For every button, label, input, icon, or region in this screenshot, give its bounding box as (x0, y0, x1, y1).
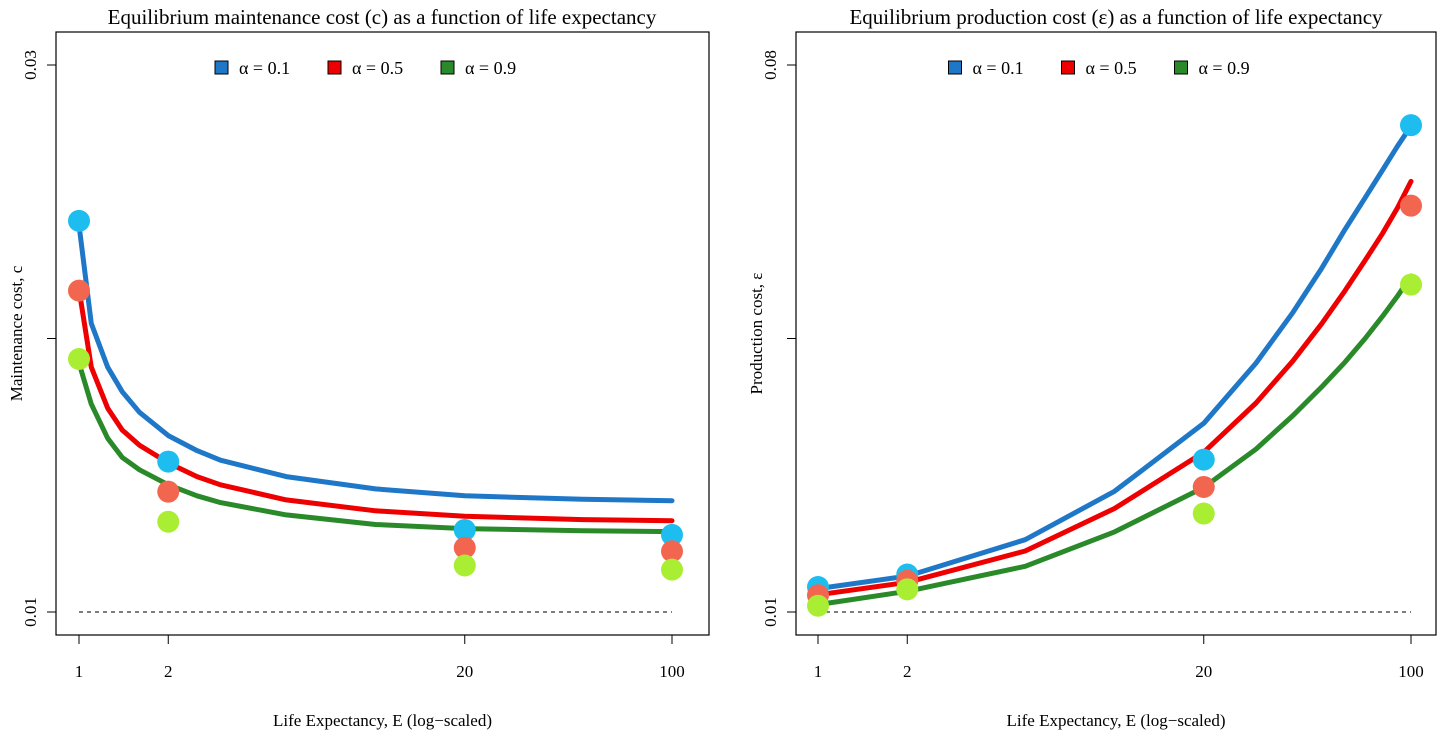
data-point-series-3 (157, 510, 180, 533)
data-point-series-2 (1192, 475, 1215, 498)
production-cost-panel: Equilibrium production cost (ε) as a fun… (747, 5, 1437, 730)
y-tick-label: 0.01 (761, 597, 780, 627)
legend-label: α = 0.9 (465, 58, 516, 78)
legend-swatch (1061, 60, 1075, 75)
x-tick-label: 20 (1195, 662, 1212, 681)
legend-swatch (948, 60, 962, 75)
data-point-series-1 (661, 523, 683, 546)
data-point-series-1 (157, 450, 180, 473)
data-point-series-3 (68, 348, 90, 371)
y-tick-label: 0.08 (761, 50, 780, 80)
data-point-series-1 (1192, 448, 1215, 471)
x-tick-label: 100 (1398, 662, 1424, 681)
data-point-series-3 (1400, 273, 1422, 296)
x-tick-label: 1 (75, 662, 84, 681)
data-point-series-3 (896, 578, 919, 601)
y-tick-label: 0.03 (21, 50, 40, 80)
legend-label: α = 0.1 (973, 58, 1024, 78)
legend-label: α = 0.5 (1086, 58, 1137, 78)
legend-label: α = 0.5 (352, 58, 403, 78)
series-line-3 (76, 360, 675, 535)
data-point-series-2 (453, 536, 476, 559)
data-point-series-2 (68, 279, 90, 302)
legend-swatch (1174, 60, 1188, 75)
x-tick-label: 1 (814, 662, 823, 681)
legend-swatch (214, 60, 229, 75)
data-point-series-3 (1192, 502, 1215, 525)
x-tick-label: 2 (164, 662, 173, 681)
chart-title: Equilibrium maintenance cost (c) as a fu… (108, 5, 657, 29)
x-axis-label: Life Expectancy, E (log−scaled) (1007, 711, 1226, 730)
data-point-series-3 (661, 558, 683, 581)
y-axis-label: Maintenance cost, c (7, 265, 26, 401)
data-point-series-1 (453, 518, 476, 541)
maintenance-cost-panel: Equilibrium maintenance cost (c) as a fu… (7, 5, 710, 730)
x-tick-label: 20 (456, 662, 473, 681)
data-point-series-1 (68, 209, 90, 232)
y-tick-label: 0.01 (21, 597, 40, 627)
legend-label: α = 0.1 (239, 58, 290, 78)
x-axis-label: Life Expectancy, E (log−scaled) (273, 711, 492, 730)
data-point-series-1 (1400, 114, 1422, 137)
series-line-3 (815, 273, 1414, 608)
y-axis-label: Production cost, ε (747, 273, 766, 395)
plot-frame (795, 31, 1437, 636)
series-line-1 (76, 222, 675, 504)
series-line-2 (76, 286, 675, 524)
plot-frame (55, 31, 710, 636)
series-line-1 (815, 123, 1414, 592)
x-tick-label: 100 (659, 662, 685, 681)
data-point-series-2 (661, 540, 683, 563)
data-point-series-2 (157, 480, 180, 503)
series-line-2 (815, 178, 1414, 598)
legend-label: α = 0.9 (1199, 58, 1250, 78)
chart-title: Equilibrium production cost (ε) as a fun… (849, 5, 1383, 29)
legend-swatch (440, 60, 455, 75)
data-point-series-2 (1400, 194, 1422, 217)
x-tick-label: 2 (903, 662, 912, 681)
legend-swatch (327, 60, 342, 75)
data-point-series-3 (807, 594, 829, 617)
data-point-series-3 (453, 554, 476, 577)
